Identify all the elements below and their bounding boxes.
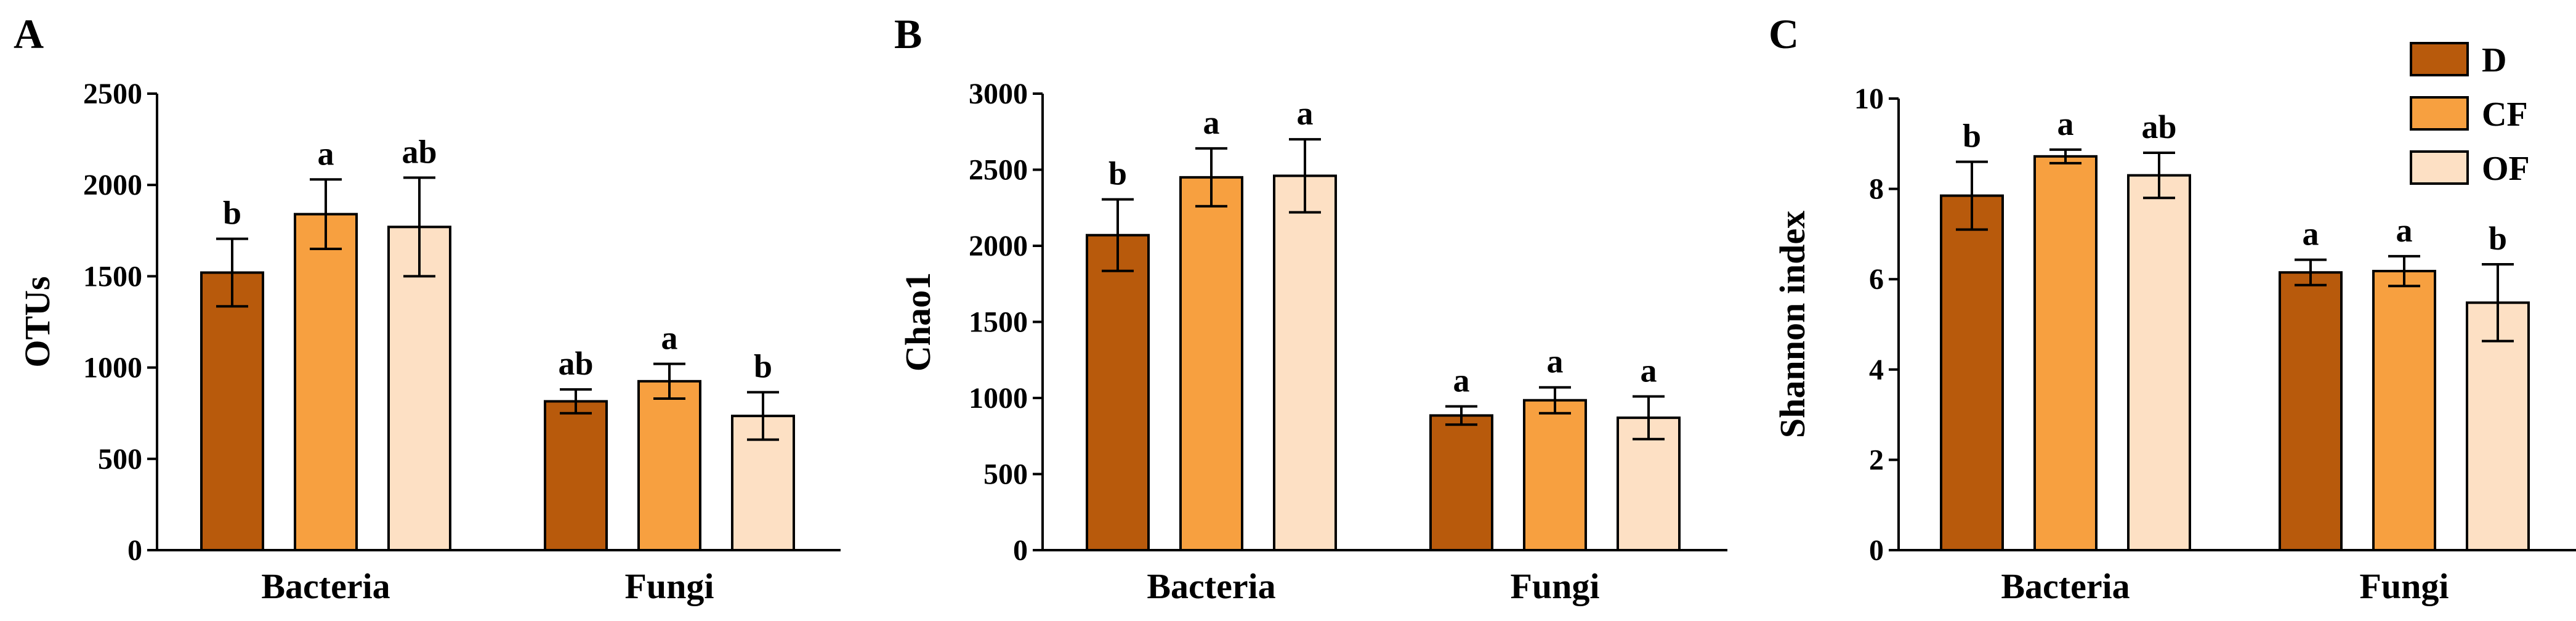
legend-label: D — [2482, 41, 2506, 79]
x-tick-label: Bacteria — [261, 566, 390, 606]
bar — [2279, 271, 2343, 551]
y-tick-label: 1000 — [83, 352, 142, 384]
significance-letter: a — [1203, 104, 1220, 141]
y-tick-label: 1500 — [83, 260, 142, 293]
significance-letter: b — [1963, 118, 1981, 155]
significance-letter: a — [661, 320, 678, 357]
y-axis-label: Shannon index — [1772, 211, 1812, 438]
panel-letter: A — [14, 10, 44, 57]
y-tick-label: 10 — [1854, 83, 1884, 115]
significance-letter: b — [223, 195, 241, 232]
bar — [1273, 174, 1337, 551]
significance-letter: a — [1453, 362, 1470, 399]
legend-swatch — [2410, 96, 2469, 131]
bar — [1940, 194, 2004, 552]
bar — [637, 380, 701, 552]
x-tick-label: Bacteria — [1147, 566, 1275, 606]
y-tick-label: 500 — [983, 458, 1028, 491]
significance-letter: ab — [558, 345, 593, 382]
x-tick-label: Fungi — [1510, 566, 1599, 606]
y-tick-label: 0 — [127, 534, 142, 567]
bar — [2127, 174, 2191, 551]
y-tick-label: 0 — [1013, 534, 1028, 567]
y-tick-label: 2500 — [969, 154, 1028, 187]
legend-label: OF — [2482, 150, 2530, 188]
y-tick-label: 8 — [1869, 173, 1884, 206]
y-axis-label: OTUs — [17, 276, 57, 367]
y-tick-label: 2500 — [83, 78, 142, 110]
y-tick-label: 2000 — [969, 230, 1028, 262]
bar — [1429, 414, 1493, 552]
bar — [294, 213, 358, 551]
y-tick-label: 1500 — [969, 306, 1028, 339]
legend-swatch — [2410, 150, 2469, 185]
significance-letter: a — [1547, 343, 1564, 380]
significance-letter: b — [754, 348, 772, 385]
x-tick-label: Fungi — [624, 566, 714, 606]
bar — [1086, 233, 1150, 551]
significance-letter: ab — [402, 133, 437, 170]
y-tick-label: 0 — [1869, 534, 1884, 567]
bar — [200, 271, 264, 551]
significance-letter: a — [2396, 212, 2413, 249]
significance-letter: b — [2489, 220, 2507, 257]
y-tick-label: 3000 — [969, 78, 1028, 110]
significance-letter: a — [1297, 95, 1314, 132]
bar — [387, 225, 451, 551]
significance-letter: a — [2057, 105, 2074, 142]
y-tick-label: 1000 — [969, 382, 1028, 415]
bar — [1523, 399, 1587, 552]
bar — [1179, 176, 1243, 552]
significance-letter: b — [1108, 155, 1127, 192]
panel-letter: C — [1769, 10, 1799, 57]
bar — [2033, 155, 2098, 552]
x-tick-label: Bacteria — [2001, 566, 2130, 606]
y-axis-label: Chao1 — [898, 272, 938, 371]
bar — [2372, 270, 2436, 551]
legend-swatch — [2410, 42, 2469, 76]
significance-letter: a — [2303, 216, 2319, 253]
legend: D CF OF — [2410, 41, 2530, 188]
y-tick-label: 6 — [1869, 263, 1884, 296]
y-tick-label: 2 — [1869, 444, 1884, 476]
y-tick-label: 2000 — [83, 169, 142, 201]
legend-label: CF — [2482, 95, 2528, 134]
bar — [544, 400, 608, 552]
y-tick-label: 500 — [98, 443, 142, 476]
significance-letter: a — [1641, 352, 1657, 389]
panel-b: B 0 500 1000 1500 2000 2500 3000 Chao1 b a a Bacteri… — [894, 10, 1727, 606]
significance-letter: a — [318, 135, 334, 172]
significance-letter: ab — [2141, 108, 2176, 145]
x-tick-label: Fungi — [2359, 566, 2449, 606]
panel-letter: B — [894, 10, 922, 57]
y-tick-label: 4 — [1869, 354, 1884, 386]
